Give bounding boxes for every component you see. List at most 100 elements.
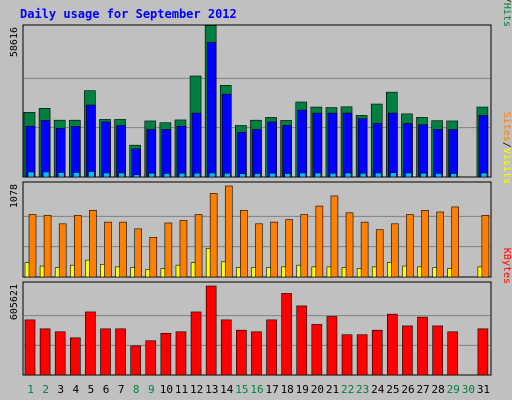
- bar-sites: [89, 210, 97, 278]
- bar-pages: [72, 172, 80, 178]
- y-max-label: 1078: [9, 184, 20, 208]
- bar-sites: [119, 221, 127, 278]
- bar-kbytes: [447, 331, 459, 376]
- bar-files: [101, 121, 111, 178]
- bar-kbytes: [417, 316, 428, 376]
- bar-files: [448, 129, 459, 178]
- bar-kbytes: [24, 319, 36, 376]
- bar-kbytes: [236, 329, 247, 376]
- bar-files: [297, 109, 308, 178]
- x-tick-label: 10: [160, 383, 173, 396]
- bar-kbytes: [251, 331, 262, 376]
- x-axis-tick-labels: 1 2 3 4 5 6 7 8 9 10 11 12 13 14 15 16 17 18 19 20 21 22 23 24 2…: [27, 383, 490, 396]
- bar-files: [116, 125, 126, 178]
- bar-files: [86, 104, 96, 178]
- bar-sites: [285, 219, 293, 278]
- bar-pages: [208, 172, 216, 178]
- bar-sites: [391, 223, 399, 278]
- bar-pages: [178, 172, 186, 178]
- x-tick-label: 13: [205, 383, 218, 396]
- bar-kbytes: [145, 340, 157, 376]
- bar-files: [282, 125, 292, 178]
- bar-pages: [239, 173, 246, 178]
- bar-kbytes: [341, 334, 353, 376]
- bar-kbytes: [85, 311, 96, 376]
- x-tick-label: 1: [27, 383, 34, 396]
- bar-sites: [240, 210, 248, 278]
- x-tick-label: 18: [281, 383, 294, 396]
- bar-files: [342, 112, 353, 178]
- bar-sites: [209, 193, 218, 278]
- bar-sites: [43, 215, 52, 278]
- bar-files: [388, 112, 398, 178]
- bar-sites: [134, 228, 142, 278]
- bar-kbytes: [190, 311, 202, 376]
- bar-files: [312, 112, 323, 178]
- bar-pages: [405, 172, 412, 178]
- bar-kbytes: [205, 285, 217, 376]
- bar-files: [146, 129, 157, 178]
- bar-pages: [480, 172, 488, 178]
- bar-kbytes: [130, 345, 141, 376]
- bar-pages: [27, 171, 35, 178]
- bar-files: [131, 148, 141, 178]
- x-tick-label: 15: [235, 383, 248, 396]
- bar-kbytes: [100, 328, 111, 376]
- bar-files: [267, 121, 277, 178]
- bar-sites: [360, 221, 369, 278]
- bar-pages: [88, 171, 95, 178]
- x-tick-label: 29: [447, 383, 460, 396]
- bar-kbytes: [266, 319, 277, 376]
- legend-entry: KBytes: [501, 248, 512, 284]
- bar-pages: [450, 173, 458, 178]
- bar-pages: [374, 172, 382, 178]
- bar-kbytes: [326, 316, 338, 376]
- x-tick-label: 19: [296, 383, 309, 396]
- bar-sites: [194, 214, 203, 278]
- bar-sites: [330, 195, 339, 278]
- x-tick-label: 23: [356, 383, 369, 396]
- bar-pages: [359, 172, 367, 178]
- bar-sites: [375, 229, 384, 278]
- bar-kbytes: [281, 293, 292, 376]
- x-tick-label: 5: [88, 383, 95, 396]
- x-tick-label: 9: [148, 383, 155, 396]
- x-tick-label: 17: [265, 383, 278, 396]
- bar-files: [372, 123, 383, 178]
- bar-sites: [421, 210, 429, 278]
- chart-title: Daily usage for September 2012: [20, 7, 237, 21]
- bar-sites: [179, 220, 188, 278]
- x-tick-label: 16: [250, 383, 263, 396]
- bar-files: [403, 123, 413, 178]
- bar-pages: [329, 172, 337, 178]
- bar-sites: [28, 214, 37, 278]
- panels-layer: 58616Pages/Files/Hits1078Sites/Visits605…: [9, 0, 512, 376]
- bar-pages: [42, 171, 50, 178]
- x-tick-label: 8: [133, 383, 140, 396]
- bar-kbytes: [387, 313, 398, 376]
- bar-pages: [148, 172, 156, 178]
- x-tick-label: 11: [175, 383, 188, 396]
- x-tick-label: 2: [42, 383, 49, 396]
- bar-pages: [420, 172, 427, 178]
- bar-pages: [133, 174, 140, 178]
- bar-kbytes: [39, 328, 51, 376]
- bar-files: [357, 118, 368, 178]
- bar-sites: [224, 185, 233, 278]
- bar-files: [418, 124, 428, 178]
- legend-entry: /: [501, 0, 512, 3]
- bar-files: [221, 93, 232, 178]
- x-tick-label: 4: [73, 383, 80, 396]
- bar-pages: [284, 173, 291, 178]
- bar-files: [478, 115, 489, 178]
- bar-kbytes: [54, 331, 66, 376]
- bar-sites: [436, 211, 444, 278]
- bar-files: [191, 112, 202, 178]
- x-tick-label: 28: [432, 383, 445, 396]
- bar-files: [237, 132, 247, 178]
- bar-sites: [58, 223, 67, 278]
- panel-hits-files-pages: 58616 Pages/Files/Hits: [9, 0, 512, 178]
- bar-pages: [163, 173, 171, 178]
- bar-files: [70, 126, 81, 178]
